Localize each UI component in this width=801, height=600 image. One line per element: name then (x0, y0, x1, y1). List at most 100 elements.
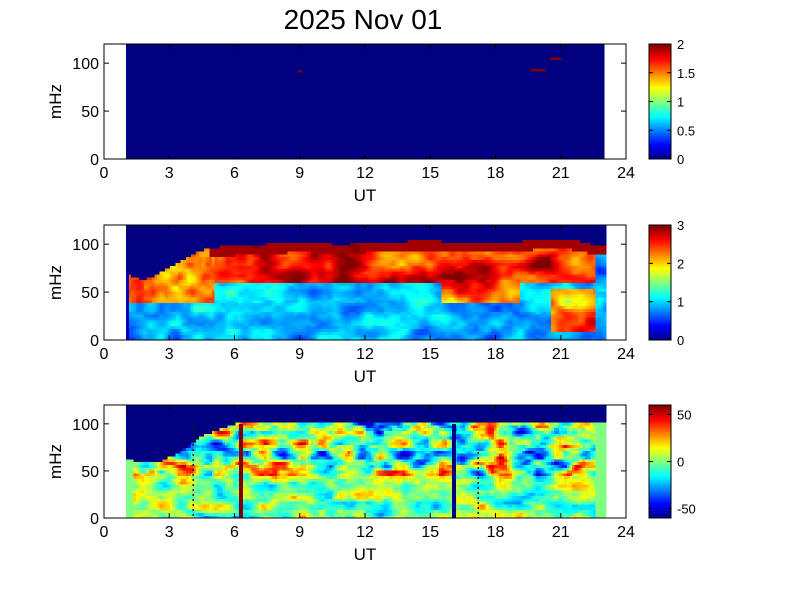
heatmap-cell (344, 276, 349, 281)
heatmap-cell (355, 250, 359, 255)
heatmap-cell (292, 250, 296, 255)
heatmap-cell (300, 268, 304, 272)
heatmap-cell (227, 302, 231, 307)
heatmap-cell (232, 230, 236, 235)
heatmap-cell (389, 337, 393, 341)
heatmap-cell (342, 294, 346, 298)
heatmap-cell (402, 285, 406, 289)
heatmap-cell (389, 253, 393, 258)
heatmap-cell (271, 225, 276, 229)
heatmap-cell (211, 322, 216, 327)
heatmap-cell (384, 279, 388, 284)
heatmap-cell (245, 262, 250, 266)
heatmap-cell (258, 227, 263, 232)
heatmap-cell (337, 337, 341, 341)
heatmap-cell (358, 262, 362, 266)
heatmap-cell (177, 239, 182, 243)
heatmap-cell (185, 262, 189, 266)
heatmap-cell (318, 314, 323, 318)
heatmap-cell (217, 233, 221, 238)
heatmap-cell (355, 302, 359, 307)
heatmap-cell (258, 245, 263, 249)
heatmap-cell (193, 296, 197, 301)
heatmap-cell (423, 245, 427, 249)
heatmap-cell (180, 285, 184, 289)
heatmap-cell (266, 268, 270, 272)
heatmap-cell (397, 242, 401, 246)
heatmap-cell (206, 299, 210, 304)
heatmap-cell (157, 334, 161, 338)
heatmap-cell (292, 305, 296, 309)
heatmap-cell (431, 331, 435, 335)
heatmap-cell (138, 271, 143, 275)
heatmap-cell (133, 259, 137, 263)
heatmap-cell (431, 245, 435, 249)
heatmap-cell (433, 253, 437, 258)
heatmap-cell (154, 319, 158, 324)
heatmap-cell (222, 242, 226, 246)
heatmap-cell (128, 239, 132, 243)
heatmap-cell (355, 308, 359, 312)
heatmap-cell (344, 259, 349, 263)
heatmap-cell (394, 285, 398, 289)
heatmap-cell (344, 319, 349, 324)
heatmap-cell (130, 322, 135, 327)
heatmap-cell (196, 317, 200, 321)
heatmap-cell (337, 302, 341, 307)
heatmap-cell (193, 319, 197, 324)
heatmap-cell (425, 285, 430, 289)
heatmap-cell (261, 337, 265, 341)
heatmap-cell (258, 262, 263, 266)
heatmap-cell (185, 311, 189, 315)
heatmap-cell (157, 253, 161, 258)
heatmap-cell (232, 248, 236, 252)
heatmap-cell (394, 250, 398, 255)
heatmap-cell (133, 262, 137, 266)
heatmap-cell (415, 308, 419, 312)
heatmap-cell (360, 305, 364, 309)
heatmap-cell (224, 239, 229, 243)
heatmap-cell (149, 319, 153, 324)
heatmap-cell (240, 334, 244, 338)
heatmap-cell (418, 319, 422, 324)
heatmap-cell (378, 256, 383, 261)
heatmap-cell (256, 325, 260, 330)
heatmap-cell (371, 242, 375, 246)
heatmap-cell (321, 291, 325, 295)
heatmap-cell (287, 328, 291, 332)
heatmap-cell (217, 282, 221, 286)
heatmap-cell (350, 265, 354, 269)
heatmap-cell (204, 325, 208, 330)
heatmap-cell (269, 239, 273, 243)
heatmap-cell (224, 268, 229, 272)
heatmap-cell (138, 262, 143, 266)
heatmap-cell (415, 325, 419, 330)
heatmap-cell (420, 291, 424, 295)
heatmap-cell (149, 273, 153, 278)
heatmap-cell (331, 236, 336, 240)
heatmap-cell (410, 296, 414, 301)
heatmap-cell (407, 271, 411, 275)
heatmap-cell (399, 317, 404, 321)
heatmap-cell (196, 245, 200, 249)
heatmap-cell (193, 227, 197, 232)
heatmap-cell (389, 317, 393, 321)
heatmap-cell (235, 334, 239, 338)
heatmap-cell (433, 311, 437, 315)
heatmap-cell (175, 308, 179, 312)
heatmap-cell (365, 245, 370, 249)
heatmap-cell (394, 325, 398, 330)
heatmap-cell (264, 302, 268, 307)
heatmap-cell (318, 334, 323, 338)
heatmap-cell (428, 271, 432, 275)
heatmap-cell (201, 239, 205, 243)
heatmap-cell (217, 253, 221, 258)
heatmap-cell (313, 319, 317, 324)
colorbar-tick-label: 1.5 (677, 66, 695, 81)
heatmap-cell (313, 279, 317, 284)
heatmap-cell (300, 225, 304, 229)
heatmap-cell (264, 294, 268, 298)
heatmap-cell (420, 233, 424, 238)
heatmap-cell (183, 305, 187, 309)
heatmap-cell (237, 276, 242, 281)
